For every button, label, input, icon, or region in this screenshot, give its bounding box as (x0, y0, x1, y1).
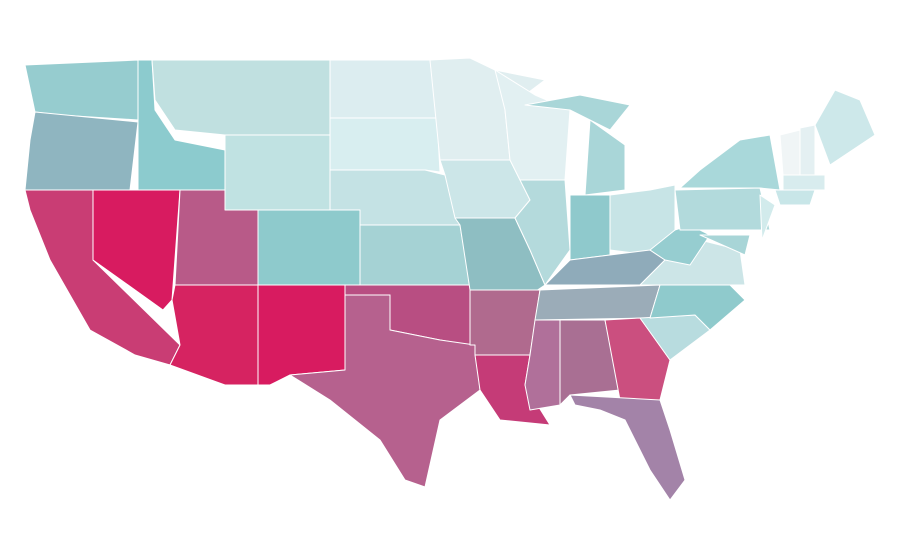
region (224, 134, 331, 211)
region (782, 174, 826, 191)
region (289, 294, 481, 488)
region (569, 394, 686, 501)
region (699, 234, 751, 256)
region (774, 189, 816, 206)
region (779, 129, 801, 176)
region (569, 194, 611, 261)
region (359, 224, 471, 286)
region (514, 179, 571, 286)
region (169, 284, 259, 386)
region (759, 194, 776, 241)
region (151, 59, 331, 136)
region (814, 89, 876, 166)
region (534, 284, 661, 321)
region (799, 124, 816, 176)
region (257, 209, 361, 286)
region (639, 239, 746, 286)
region (24, 59, 139, 121)
region (524, 94, 631, 131)
region (257, 284, 346, 386)
region (329, 117, 441, 173)
region (604, 317, 671, 401)
region (469, 289, 541, 356)
region (24, 111, 139, 191)
region (329, 59, 438, 119)
region (584, 119, 626, 196)
region (674, 187, 771, 231)
region (679, 134, 781, 191)
region (559, 319, 621, 406)
